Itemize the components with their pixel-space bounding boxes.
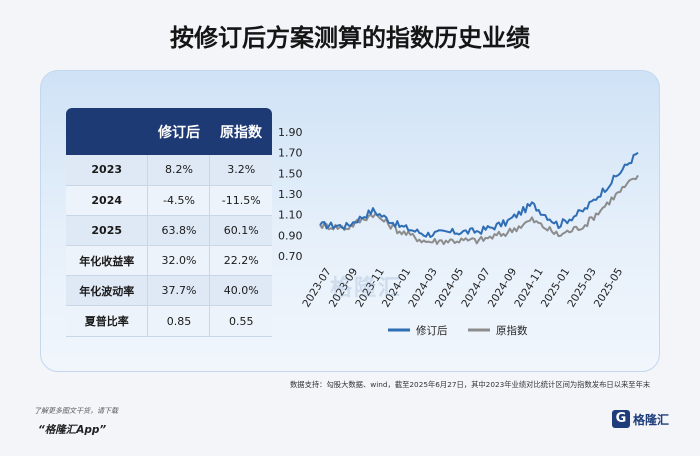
y-tick-label: 1.90 [278,126,303,139]
page-title: 按修订后方案测算的指数历史业绩 [170,24,530,52]
table-row: 夏普比率 0.85 0.55 [66,305,272,337]
original-value: 3.2% [209,155,272,186]
row-label: 年化波动率 [66,275,149,307]
y-tick-label: 0.90 [278,229,303,242]
legend-label: 原指数 [496,324,528,337]
table-row: 2024 -4.5% -11.5% [66,185,272,216]
y-tick-label: 1.70 [278,147,303,160]
original-value: 60.1% [209,215,272,247]
revised-value: 8.2% [147,155,211,186]
footer-line1: 了解更多图文干货，请下载 [34,407,118,415]
original-value: 22.2% [209,245,272,277]
footer-app-name: “格隆汇App” [38,424,107,436]
table-row: 年化波动率 37.7% 40.0% [66,275,272,307]
y-tick-label: 1.30 [278,188,303,201]
revised-value: -4.5% [147,185,211,216]
y-tick-label: 1.50 [278,167,303,180]
table-header-revised: 修订后 [147,108,210,155]
y-tick-label: 0.70 [278,250,303,263]
row-label: 2023 [66,155,149,186]
original-value: 0.55 [209,305,272,337]
original-value: -11.5% [209,185,272,216]
revised-value: 37.7% [147,275,211,307]
brand-logo: G 格隆汇 [612,410,669,428]
source-note: 数据支持：勾股大数据、wind，截至2025年6月27日，其中2023年业绩对比… [290,380,651,389]
original-value: 40.0% [209,275,272,307]
table-header-original: 原指数 [209,108,272,155]
row-label: 夏普比率 [66,305,149,337]
row-label: 2024 [66,185,149,216]
brand-logo-icon: G [612,410,630,428]
metrics-table: 修订后 原指数 2023 8.2% 3.2% 2024 -4.5% -11.5%… [66,108,272,337]
table-row: 年化收益率 32.0% 22.2% [66,245,272,277]
metrics-table-wrap: 修订后 原指数 2023 8.2% 3.2% 2024 -4.5% -11.5%… [66,108,272,337]
revised-value: 63.8% [147,215,211,247]
line-chart: 1.901.701.501.301.100.900.702023-072023-… [278,126,639,337]
row-label: 2025 [66,215,149,247]
series-line [319,151,639,238]
brand-name: 格隆汇 [633,412,670,427]
revised-value: 0.85 [147,305,211,337]
table-row: 2025 63.8% 60.1% [66,215,272,247]
footer-promo: 了解更多图文干货，请下载 “格隆汇App” [34,406,118,437]
watermark-text: 格隆汇 [330,276,403,301]
y-tick-label: 1.10 [278,209,303,222]
row-label: 年化收益率 [66,245,149,277]
legend-label: 修订后 [416,324,448,337]
table-row: 2023 8.2% 3.2% [66,155,272,186]
table-header-corner [66,108,148,155]
revised-value: 32.0% [147,245,211,277]
series-line [319,174,639,246]
